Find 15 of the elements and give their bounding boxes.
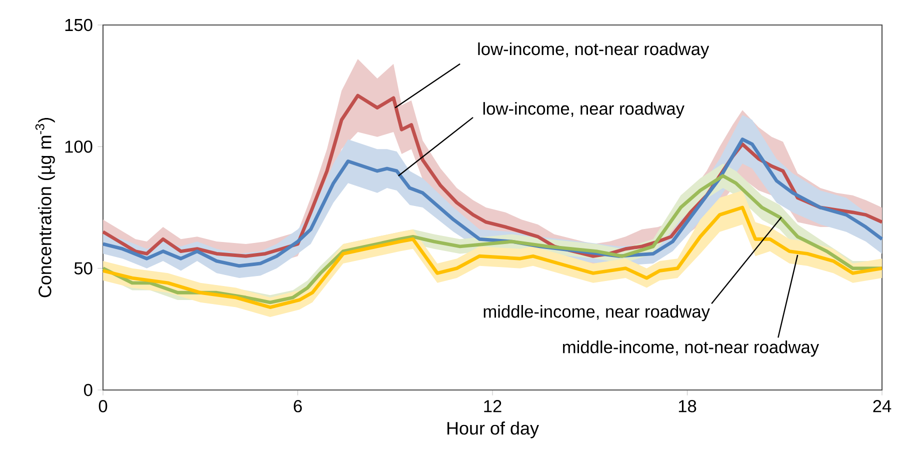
- text: low-income, near roadway: [483, 102, 684, 118]
- x-tick-label: 0: [98, 400, 108, 412]
- text: low-income, not-near roadway: [478, 42, 710, 59]
- y-tick-label: 50: [74, 262, 92, 274]
- y-axis-title: Concentration (µg m$^{-3}$): [35, 118, 55, 298]
- x-axis-title: Hour of day: [447, 421, 539, 438]
- y-tick-label: 100: [65, 140, 92, 153]
- x-tick-label: 12: [484, 400, 502, 412]
- x-tick-label: 18: [678, 400, 696, 412]
- text: middle-income, not-near roadway: [563, 340, 820, 357]
- y-tick-label: 150: [65, 18, 92, 32]
- text: middle-income, near roadway: [484, 305, 710, 322]
- x-tick-label: 6: [294, 400, 302, 412]
- x-tick-label: 24: [873, 400, 892, 412]
- y-tick-label: 0: [84, 384, 92, 396]
